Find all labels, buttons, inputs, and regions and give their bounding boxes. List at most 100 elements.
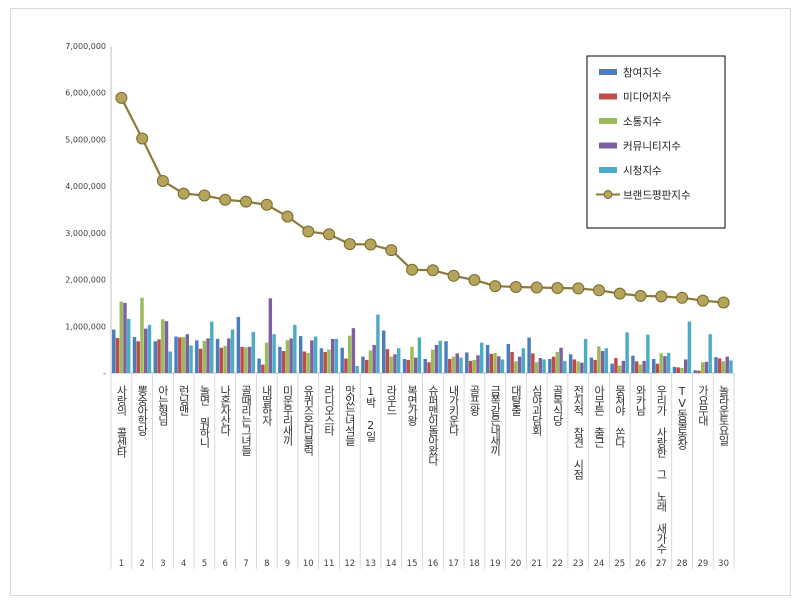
bar-2-30	[718, 358, 722, 373]
bar-4-24	[600, 351, 605, 373]
bar-3-25	[617, 365, 622, 373]
bar-3-7	[244, 347, 248, 373]
brand-index-marker-30	[717, 296, 730, 309]
bar-5-6	[230, 329, 235, 373]
category-label: 맛있는녀석들	[343, 385, 356, 446]
bar-5-20	[521, 348, 525, 373]
brand-index-marker-9	[281, 210, 294, 223]
legend-swatch-2	[599, 93, 617, 100]
legend-label: 커뮤니티지수	[623, 141, 681, 153]
bar-3-22	[555, 351, 560, 373]
brand-index-marker-4	[177, 187, 190, 200]
bar-4-2	[144, 328, 148, 373]
bar-4-1	[123, 302, 127, 373]
category-label: 내딸하자	[260, 385, 273, 426]
rank-label: 5	[202, 559, 207, 569]
bar-1-10	[298, 336, 303, 373]
category-label: 골목식당	[551, 385, 564, 426]
category-label: 뭉쳐야 쏜다	[613, 385, 626, 448]
bar-1-15	[402, 358, 407, 373]
brand-index-marker-16	[426, 264, 439, 277]
category-label: 뽕숭아학당	[136, 385, 149, 436]
bar-4-12	[351, 328, 356, 373]
bar-1-8	[257, 358, 261, 373]
legend-label: 시청지수	[623, 165, 662, 177]
bar-4-20	[517, 356, 522, 373]
bar-2-3	[157, 339, 161, 373]
y-tick-label: 4,000,000	[65, 182, 106, 191]
y-tick-label: 2,000,000	[65, 276, 106, 285]
bar-5-11	[334, 338, 339, 373]
bar-2-15	[406, 359, 410, 373]
bar-2-1	[115, 337, 120, 373]
y-tick-label: 5,000,000	[65, 135, 106, 144]
category-label: 가요무대	[696, 385, 709, 426]
bar-5-9	[293, 324, 297, 373]
bar-4-15	[413, 357, 418, 373]
brand-index-marker-21	[530, 281, 543, 294]
bar-5-21	[542, 359, 546, 373]
brand-index-marker-18	[468, 274, 481, 286]
brand-index-marker-2	[136, 132, 149, 145]
bar-1-11	[319, 348, 324, 373]
category-label: 심야괴담회	[530, 385, 543, 437]
bar-3-13	[368, 350, 373, 373]
legend-line-marker	[603, 190, 613, 199]
bar-5-16	[438, 340, 442, 373]
bar-2-14	[385, 349, 390, 373]
bar-5-23	[583, 338, 588, 373]
bar-4-9	[289, 338, 293, 373]
bar-2-5	[198, 348, 203, 373]
bar-5-3	[168, 351, 172, 373]
bar-5-13	[376, 314, 380, 373]
rank-label: 2	[139, 559, 144, 569]
bar-2-24	[593, 359, 597, 373]
rank-label: 18	[469, 559, 480, 569]
bar-4-10	[310, 340, 314, 373]
bar-1-19	[485, 344, 490, 373]
category-label: 아는형님	[156, 385, 169, 426]
category-label: 나혼자산다	[219, 385, 232, 436]
bar-4-25	[621, 360, 626, 373]
bar-2-4	[178, 337, 182, 373]
bar-1-14	[382, 330, 386, 373]
category-label: 유퀴즈온더블럭	[302, 385, 315, 456]
bar-4-13	[372, 344, 376, 373]
rank-label: 1	[119, 559, 124, 569]
category-label: 라우드	[385, 385, 398, 415]
bar-4-5	[206, 338, 210, 373]
bar-5-5	[210, 321, 214, 373]
bar-2-20	[510, 351, 514, 373]
bar-4-26	[642, 360, 646, 373]
bar-3-28	[680, 367, 684, 373]
brand-index-marker-15	[406, 263, 419, 276]
bar-1-26	[631, 355, 635, 373]
category-label: 아무튼 출근	[593, 385, 606, 448]
bar-5-2	[147, 324, 152, 373]
bar-5-30	[729, 360, 733, 373]
bar-2-12	[344, 358, 348, 373]
bar-5-17	[459, 357, 463, 373]
bar-5-22	[563, 360, 567, 373]
brand-index-marker-27	[655, 290, 668, 303]
bar-3-21	[534, 362, 539, 373]
bar-3-5	[202, 340, 207, 373]
rank-label: 20	[510, 559, 521, 569]
bar-2-7	[240, 346, 244, 373]
bar-1-7	[236, 316, 241, 373]
bar-5-19	[500, 359, 505, 373]
bar-4-18	[476, 355, 480, 373]
bar-5-18	[480, 342, 484, 373]
bar-5-27	[666, 352, 671, 373]
rank-label: 3	[160, 559, 165, 569]
category-label: 슈퍼맨이돌아왔다	[426, 385, 439, 466]
bar-2-26	[634, 361, 639, 373]
brand-index-marker-20	[509, 281, 522, 293]
bar-1-12	[340, 347, 344, 373]
rank-label: 13	[365, 559, 376, 569]
brand-reputation-chart: - 1,000,000 2,000,000 3,000,000 4,000,000 5,0…	[65, 42, 735, 569]
y-tick-label: 6,000,000	[65, 89, 106, 98]
category-label: 골프왕	[468, 385, 481, 416]
y-tick-label: 3,000,000	[65, 229, 106, 238]
brand-index-marker-13	[364, 238, 377, 251]
